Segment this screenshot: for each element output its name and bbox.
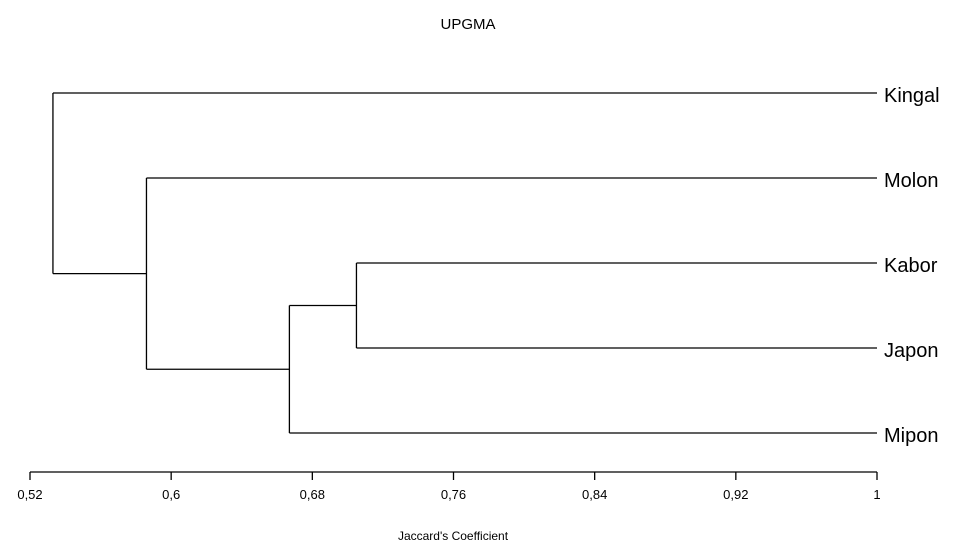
x-tick-label: 0,84 <box>582 487 607 502</box>
x-tick-label: 0,68 <box>300 487 325 502</box>
x-tick-label: 0,6 <box>162 487 180 502</box>
x-tick-label: 0,92 <box>723 487 748 502</box>
chart-title: UPGMA <box>440 16 496 33</box>
x-tick-label: 0,52 <box>17 487 42 502</box>
leaf-label-japon: Japon <box>884 340 939 362</box>
leaf-label-molon: Molon <box>884 170 938 192</box>
x-axis-label: Jaccard's Coefficient <box>397 529 509 543</box>
leaf-label-kabor: Kabor <box>884 255 938 277</box>
x-tick-label: 1 <box>873 487 880 502</box>
leaf-label-kingal: Kingal <box>884 85 940 107</box>
x-tick-label: 0,76 <box>441 487 466 502</box>
leaf-label-mipon: Mipon <box>884 425 938 447</box>
